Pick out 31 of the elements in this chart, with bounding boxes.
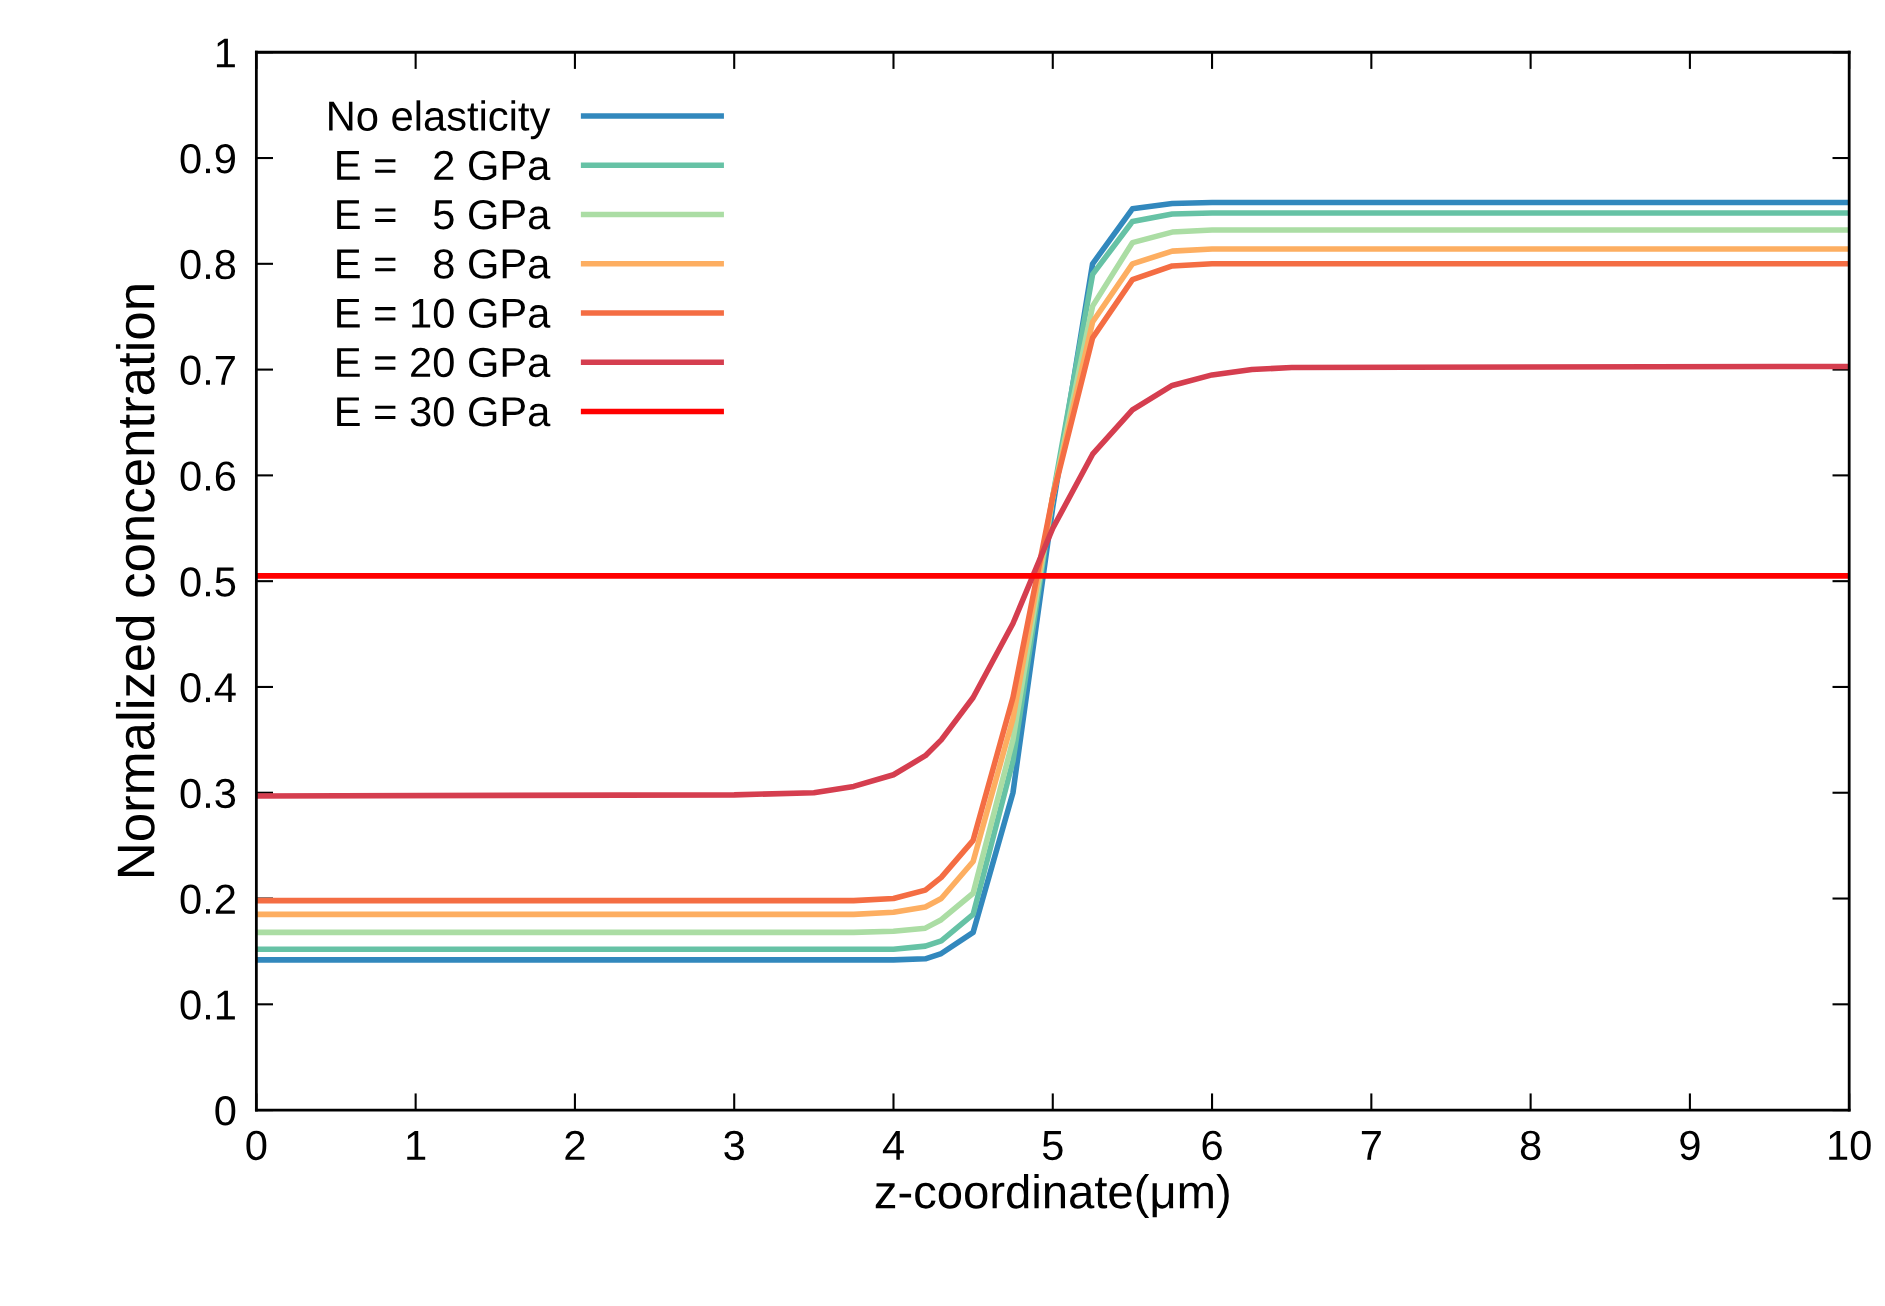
y-tick-label: 0.7: [180, 355, 235, 386]
x-tick-label: 0: [246, 1130, 267, 1161]
y-tick-label: 0.3: [180, 778, 236, 809]
legend-label: E = 30 GPa: [337, 396, 551, 427]
y-tick-label: 0.9: [180, 144, 235, 174]
x-tick-label: 8: [1520, 1130, 1541, 1161]
legend-label: E = 8 GPa: [337, 249, 551, 279]
y-tick-label: 0.6: [180, 461, 236, 491]
y-tick-label: 0: [215, 1096, 236, 1126]
legend-label: E = 20 GPa: [337, 347, 551, 378]
x-tick-label: 1: [407, 1131, 426, 1160]
x-tick-label: 10: [1829, 1130, 1871, 1161]
x-tick-label: 7: [1361, 1131, 1381, 1160]
y-tick-label: 0.4: [180, 672, 236, 703]
x-tick-label: 6: [1202, 1130, 1222, 1161]
x-tick-label: 2: [565, 1130, 585, 1160]
y-axis-title: Normalized concentration: [115, 285, 155, 877]
x-tick-label: 9: [1680, 1130, 1700, 1161]
legend-label: E = 5 GPa: [337, 199, 551, 230]
y-tick-label: 0.8: [180, 249, 236, 280]
y-tick-label: 0.2: [180, 884, 235, 915]
y-tick-label: 1: [216, 38, 235, 68]
x-tick-label: 3: [724, 1130, 744, 1161]
legend-label: E = 10 GPa: [337, 298, 551, 328]
legend-label: No elasticity: [329, 100, 551, 140]
x-tick-label: 4: [882, 1131, 904, 1160]
legend-label: E = 2 GPa: [337, 150, 551, 181]
y-tick-label: 0.1: [180, 990, 235, 1020]
x-tick-label: 5: [1042, 1131, 1063, 1161]
x-axis-title: z-coordinate(μm): [875, 1173, 1229, 1218]
y-tick-label: 0.5: [180, 567, 236, 597]
